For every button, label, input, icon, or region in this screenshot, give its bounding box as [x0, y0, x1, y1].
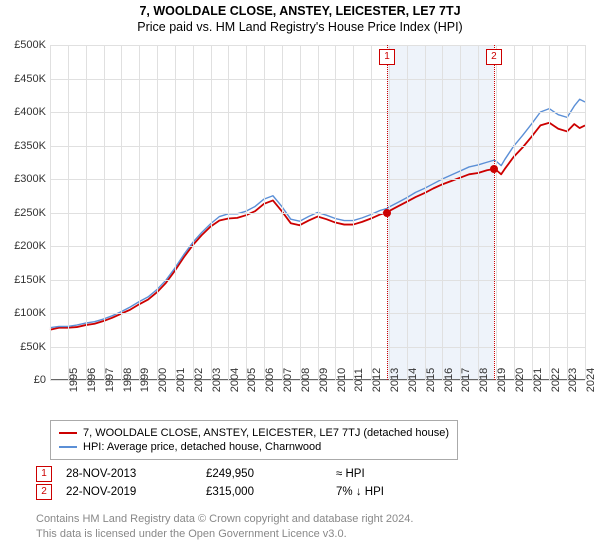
gridline-v [549, 45, 550, 380]
y-tick-label: £150K [14, 274, 50, 286]
legend-label: HPI: Average price, detached house, Char… [83, 441, 321, 453]
attribution-footer: Contains HM Land Registry data © Crown c… [36, 512, 413, 542]
sale-row-num: 2 [36, 484, 52, 500]
legend-row: HPI: Average price, detached house, Char… [59, 440, 449, 454]
sale-row-date: 28-NOV-2013 [66, 468, 206, 480]
sales-table: 1 28-NOV-2013£249,950≈ HPI 2 22-NOV-2019£31… [36, 465, 436, 501]
gridline-v [264, 45, 265, 380]
sale-row-price: £249,950 [206, 468, 336, 480]
gridline-v [139, 45, 140, 380]
gridline-v [514, 45, 515, 380]
x-tick-label: 2025 [585, 368, 600, 392]
legend-row: 7, WOOLDALE CLOSE, ANSTEY, LEICESTER, LE… [59, 426, 449, 440]
gridline-v [318, 45, 319, 380]
gridline-v [407, 45, 408, 380]
gridline-v [86, 45, 87, 380]
footer-line2: This data is licensed under the Open Gov… [36, 527, 413, 542]
gridline-v [282, 45, 283, 380]
sale-dot [490, 165, 498, 173]
sale-marker-box: 1 [379, 49, 395, 65]
gridline-v [121, 45, 122, 380]
chart-title-sub: Price paid vs. HM Land Registry's House … [0, 18, 600, 34]
y-tick-label: £100K [14, 307, 50, 319]
y-tick-label: £400K [14, 106, 50, 118]
y-tick-label: £450K [14, 73, 50, 85]
gridline-v [335, 45, 336, 380]
y-tick-label: £500K [14, 39, 50, 51]
sale-dot [383, 209, 391, 217]
sale-marker-box: 2 [486, 49, 502, 65]
y-tick-label: £0 [34, 374, 50, 386]
gridline-v [478, 45, 479, 380]
sale-row: 2 22-NOV-2019£315,0007% ↓ HPI [36, 483, 436, 501]
y-tick-label: £200K [14, 240, 50, 252]
sale-row-delta: ≈ HPI [336, 468, 436, 480]
gridline-v [50, 45, 51, 380]
gridline-v [211, 45, 212, 380]
gridline-v [425, 45, 426, 380]
gridline-v [104, 45, 105, 380]
gridline-v [532, 45, 533, 380]
y-tick-label: £300K [14, 173, 50, 185]
y-tick-label: £50K [20, 341, 50, 353]
gridline-v [460, 45, 461, 380]
footer-line1: Contains HM Land Registry data © Crown c… [36, 512, 413, 527]
sale-row: 1 28-NOV-2013£249,950≈ HPI [36, 465, 436, 483]
gridline-v [496, 45, 497, 380]
gridline-v [585, 45, 586, 380]
chart-title-address: 7, WOOLDALE CLOSE, ANSTEY, LEICESTER, LE… [0, 4, 600, 18]
gridline-v [193, 45, 194, 380]
gridline-v [157, 45, 158, 380]
gridline-v [228, 45, 229, 380]
legend-swatch [59, 432, 77, 434]
sale-vline [494, 45, 495, 380]
y-tick-label: £350K [14, 140, 50, 152]
gridline-v [68, 45, 69, 380]
sale-row-date: 22-NOV-2019 [66, 486, 206, 498]
gridline-v [175, 45, 176, 380]
gridline-v [567, 45, 568, 380]
gridline-v [300, 45, 301, 380]
sale-row-num: 1 [36, 466, 52, 482]
sale-row-price: £315,000 [206, 486, 336, 498]
legend-label: 7, WOOLDALE CLOSE, ANSTEY, LEICESTER, LE… [83, 427, 449, 439]
gridline-v [442, 45, 443, 380]
gridline-v [353, 45, 354, 380]
y-tick-label: £250K [14, 207, 50, 219]
legend: 7, WOOLDALE CLOSE, ANSTEY, LEICESTER, LE… [50, 420, 458, 460]
legend-swatch [59, 446, 77, 448]
chart-plot-area: £0£50K£100K£150K£200K£250K£300K£350K£400… [50, 45, 585, 380]
gridline-v [246, 45, 247, 380]
sale-row-delta: 7% ↓ HPI [336, 486, 436, 498]
gridline-v [371, 45, 372, 380]
